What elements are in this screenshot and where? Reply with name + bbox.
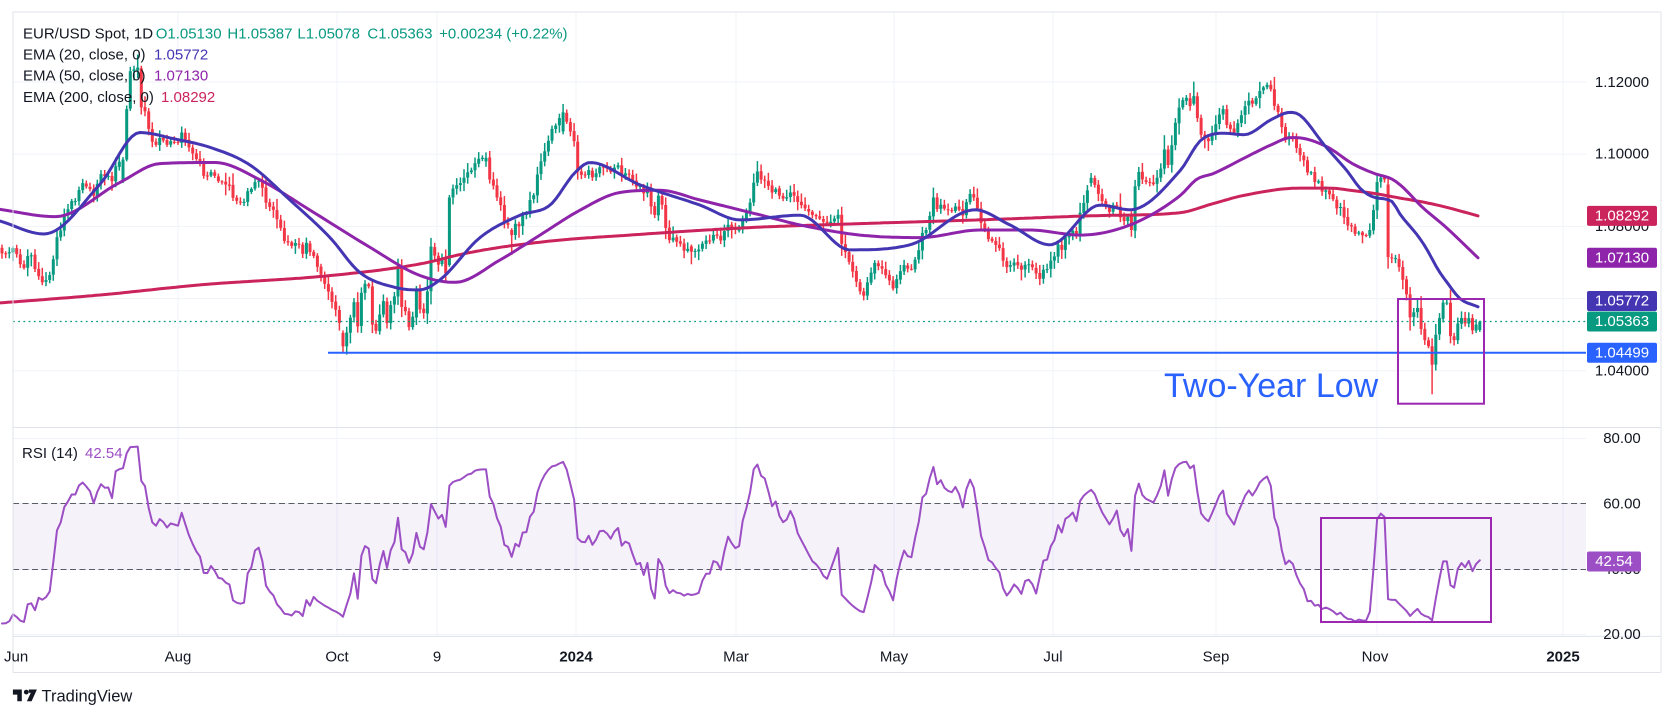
svg-text:1.04499: 1.04499 — [1595, 344, 1649, 361]
svg-text:O1.05130: O1.05130 — [156, 26, 222, 43]
svg-text:Aug: Aug — [165, 649, 192, 666]
svg-text:20.00: 20.00 — [1603, 626, 1641, 643]
svg-text:1.05772: 1.05772 — [1595, 293, 1649, 310]
svg-text:1.10000: 1.10000 — [1595, 146, 1649, 163]
svg-text:1.05772: 1.05772 — [154, 47, 208, 64]
svg-text:EUR/USD Spot, 1D: EUR/USD Spot, 1D — [23, 26, 153, 43]
svg-text:80.00: 80.00 — [1603, 430, 1641, 447]
svg-text:2025: 2025 — [1546, 649, 1579, 666]
svg-text:Jun: Jun — [4, 649, 28, 666]
svg-text:C1.05363: C1.05363 — [367, 26, 432, 43]
svg-text:Oct: Oct — [325, 649, 349, 666]
svg-text:Sep: Sep — [1203, 649, 1230, 666]
svg-text:May: May — [880, 649, 909, 666]
svg-text:1.08292: 1.08292 — [1595, 207, 1649, 224]
svg-text:Jul: Jul — [1043, 649, 1062, 666]
svg-text:Nov: Nov — [1362, 649, 1389, 666]
svg-text:TradingView: TradingView — [42, 688, 133, 706]
svg-text:1.07130: 1.07130 — [154, 68, 208, 85]
svg-text:60.00: 60.00 — [1603, 496, 1641, 513]
svg-text:1.05363: 1.05363 — [1595, 313, 1649, 330]
svg-text:1.07130: 1.07130 — [1595, 249, 1649, 266]
svg-text:1.12000: 1.12000 — [1595, 74, 1649, 91]
svg-text:Two-Year Low: Two-Year Low — [1164, 367, 1379, 405]
svg-text:42.54: 42.54 — [85, 445, 123, 462]
svg-text:EMA (20, close, 0): EMA (20, close, 0) — [23, 47, 146, 64]
svg-text:EMA (200, close, 0): EMA (200, close, 0) — [23, 89, 154, 106]
svg-text:Mar: Mar — [723, 649, 749, 666]
svg-text:1.08292: 1.08292 — [161, 89, 215, 106]
svg-text:L1.05078: L1.05078 — [297, 26, 360, 43]
svg-text:EMA (50, close, 0): EMA (50, close, 0) — [23, 68, 146, 85]
svg-text:42.54: 42.54 — [1595, 553, 1633, 570]
svg-text:9: 9 — [433, 649, 441, 666]
svg-text:+0.00234 (+0.22%): +0.00234 (+0.22%) — [439, 26, 567, 43]
svg-text:RSI (14): RSI (14) — [22, 445, 78, 462]
svg-text:2024: 2024 — [559, 649, 593, 666]
svg-text:1.04000: 1.04000 — [1595, 363, 1649, 380]
svg-text:H1.05387: H1.05387 — [227, 26, 292, 43]
